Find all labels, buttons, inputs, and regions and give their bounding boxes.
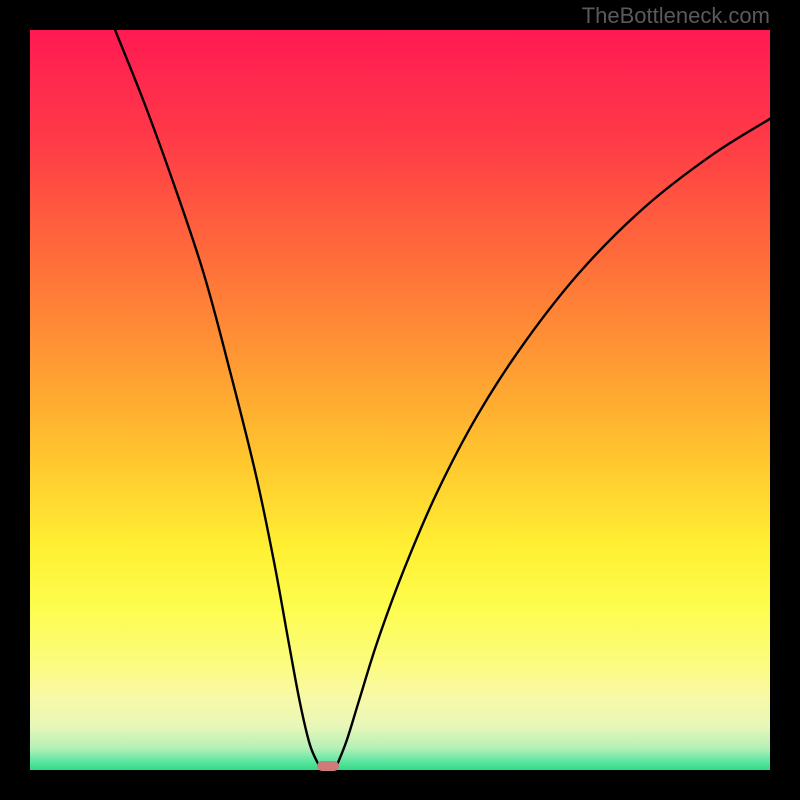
watermark-text: TheBottleneck.com	[582, 3, 770, 29]
chart-gradient-background	[30, 30, 770, 770]
curve-minimum-marker	[317, 761, 339, 771]
